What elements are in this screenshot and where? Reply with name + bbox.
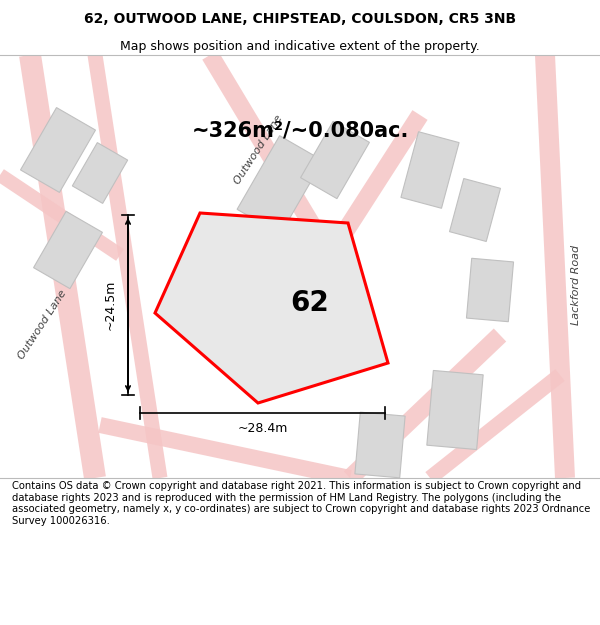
Text: ~24.5m: ~24.5m: [104, 280, 116, 330]
Polygon shape: [237, 136, 323, 234]
Polygon shape: [344, 329, 506, 484]
Polygon shape: [0, 169, 124, 261]
Text: ~326m²/~0.080ac.: ~326m²/~0.080ac.: [191, 120, 409, 140]
Text: Outwood Lane: Outwood Lane: [16, 289, 68, 361]
Text: Lackford Road: Lackford Road: [571, 245, 581, 325]
Polygon shape: [355, 412, 405, 478]
Polygon shape: [20, 107, 95, 192]
Polygon shape: [425, 369, 565, 484]
Polygon shape: [401, 132, 459, 208]
Polygon shape: [155, 213, 388, 403]
Text: ~28.4m: ~28.4m: [238, 422, 287, 436]
Polygon shape: [322, 110, 428, 260]
Polygon shape: [98, 417, 352, 486]
Polygon shape: [202, 51, 338, 259]
Polygon shape: [19, 53, 106, 479]
Polygon shape: [301, 121, 370, 199]
Text: Outwood Lane: Outwood Lane: [232, 114, 284, 186]
Polygon shape: [427, 371, 483, 449]
Polygon shape: [466, 258, 514, 322]
Polygon shape: [73, 142, 128, 203]
Text: 62: 62: [290, 289, 329, 317]
Polygon shape: [449, 179, 500, 241]
Polygon shape: [34, 211, 103, 289]
Polygon shape: [535, 54, 575, 479]
Text: Map shows position and indicative extent of the property.: Map shows position and indicative extent…: [120, 39, 480, 52]
Text: Contains OS data © Crown copyright and database right 2021. This information is : Contains OS data © Crown copyright and d…: [12, 481, 590, 526]
Polygon shape: [88, 54, 167, 479]
Text: 62, OUTWOOD LANE, CHIPSTEAD, COULSDON, CR5 3NB: 62, OUTWOOD LANE, CHIPSTEAD, COULSDON, C…: [84, 12, 516, 26]
